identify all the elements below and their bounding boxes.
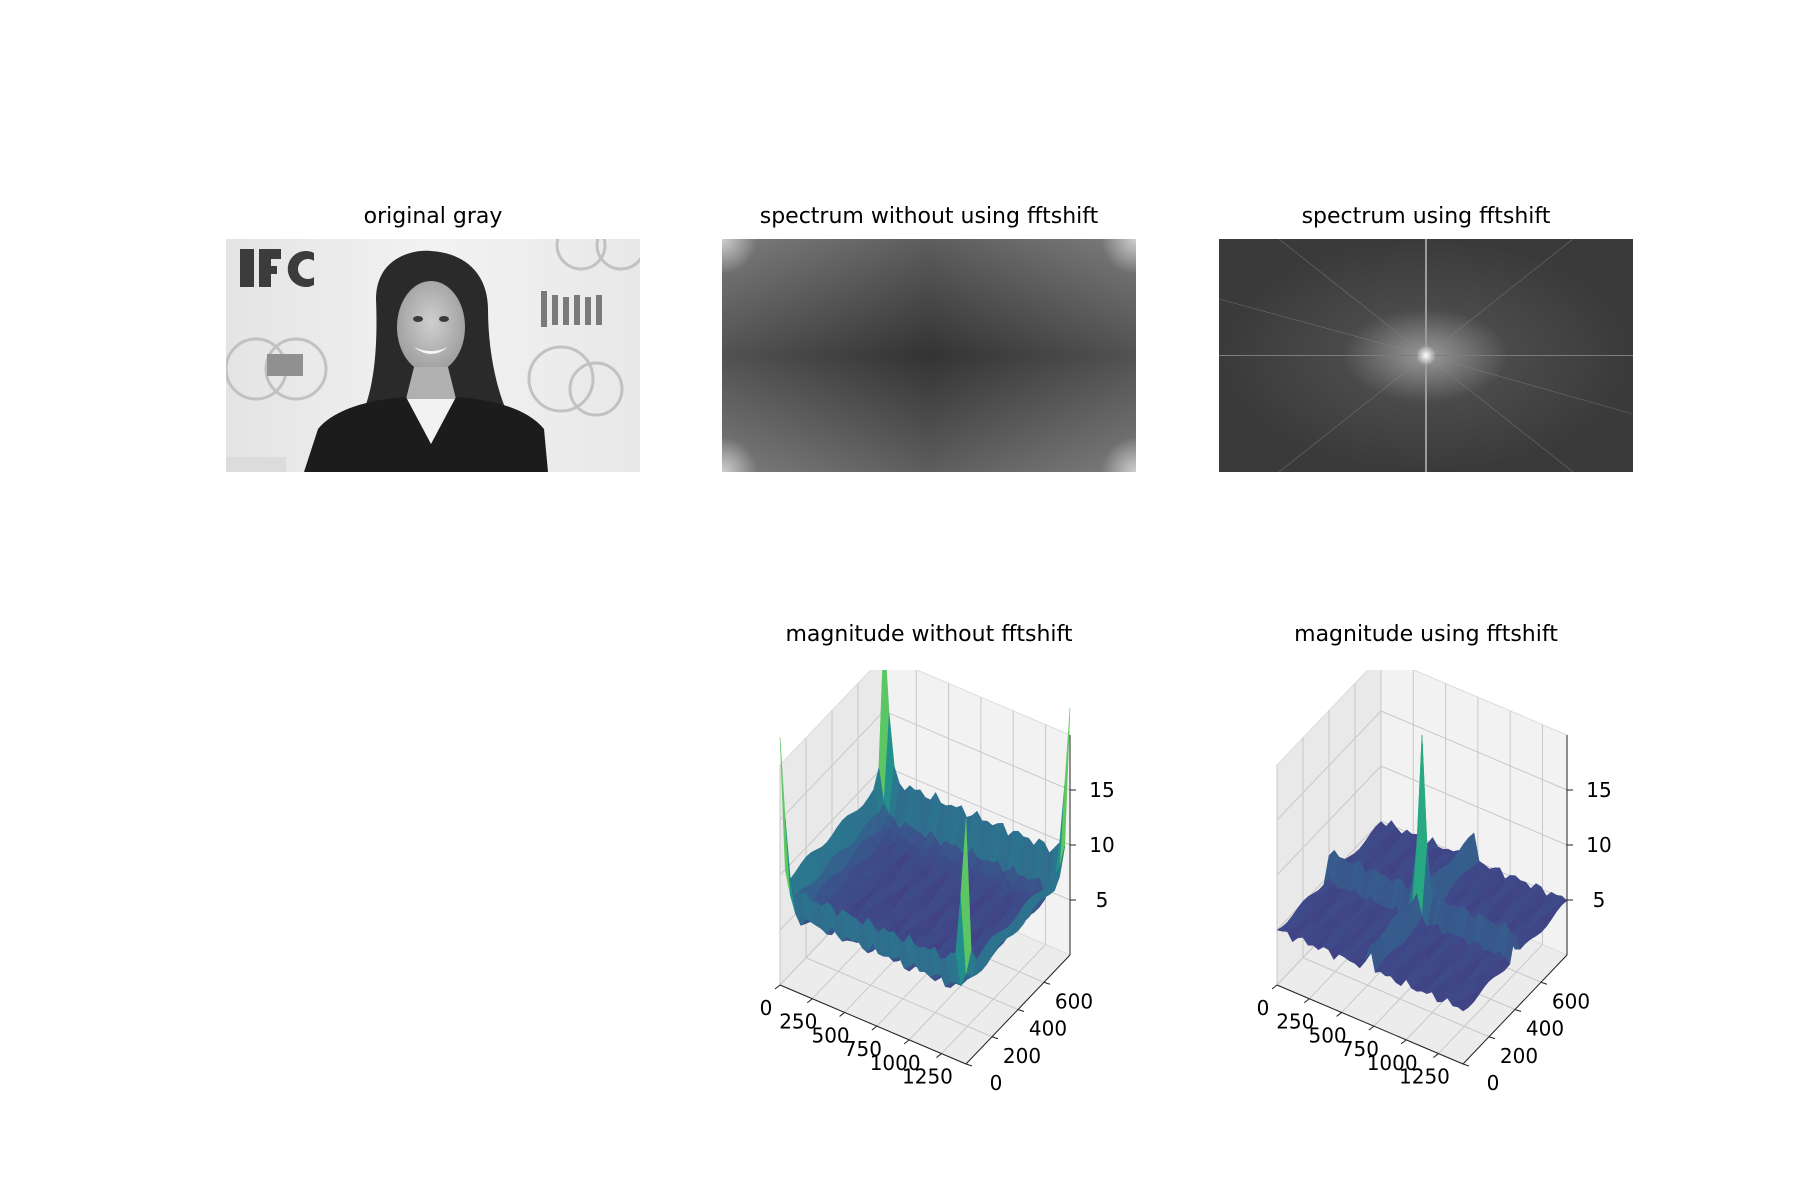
x-tick-with xyxy=(1400,1039,1407,1045)
y-tick-with xyxy=(1488,1036,1496,1040)
x-tick-label-without: 1250 xyxy=(902,1065,953,1089)
y-tick-label-with: 0 xyxy=(1487,1071,1500,1095)
x-tick-label-with: 1250 xyxy=(1399,1065,1450,1089)
y-tick-with xyxy=(1462,1063,1470,1067)
title-spectrum-using-fftshift: spectrum using fftshift xyxy=(1301,204,1551,229)
y-tick-label-without: 200 xyxy=(1003,1044,1041,1068)
gridline-z-with xyxy=(1276,765,1568,876)
x-tick-label-with: 0 xyxy=(1257,996,1270,1020)
title-original-gray: original gray xyxy=(363,204,503,229)
title-magnitude-without-fftshift: magnitude without fftshift xyxy=(785,622,1073,647)
y-tick-label-without: 400 xyxy=(1029,1017,1067,1041)
x-tick-label-with: 500 xyxy=(1308,1023,1346,1047)
x-tick-without xyxy=(839,1012,845,1017)
gridline-z-with xyxy=(1276,820,1568,931)
gridline-x-with xyxy=(1438,724,1543,1054)
spectrum-using-fftshift-image xyxy=(1219,239,1633,472)
x-tick-label-without: 0 xyxy=(760,996,773,1020)
y-tick-label-with: 200 xyxy=(1500,1044,1538,1068)
y-tick-label-with: 600 xyxy=(1552,989,1590,1013)
y-tick-label-with: 400 xyxy=(1526,1017,1564,1041)
x-tick-label-without: 500 xyxy=(811,1023,849,1047)
surface-without xyxy=(779,670,1071,988)
x-tick-without xyxy=(774,984,781,990)
z-tick-label-with: 15 xyxy=(1586,778,1611,802)
title-spectrum-without-fftshift: spectrum without using fftshift xyxy=(759,204,1099,229)
y-tick-without xyxy=(1043,981,1051,985)
x-tick-with xyxy=(1433,1053,1439,1058)
x-tick-without xyxy=(806,998,813,1004)
z-tick-label-without: 10 xyxy=(1089,833,1114,857)
surface-patch-without xyxy=(960,818,972,974)
y-tick-with xyxy=(1540,981,1548,985)
y-tick-label-without: 600 xyxy=(1055,989,1093,1013)
z-tick-label-without: 15 xyxy=(1089,778,1114,802)
x-tick-label-without: 750 xyxy=(844,1037,882,1061)
x-tick-label-with: 250 xyxy=(1276,1010,1314,1034)
y-tick-label-without: 0 xyxy=(990,1071,1003,1095)
spectrum-without-fftshift-image xyxy=(722,239,1136,472)
z-tick-label-with: 5 xyxy=(1593,888,1606,912)
x-tick-label-without: 1000 xyxy=(870,1051,921,1075)
x-tick-label-with: 1000 xyxy=(1367,1051,1418,1075)
x-axis-line-with xyxy=(1276,984,1464,1065)
gridline-x-without xyxy=(941,724,1046,1054)
gridline-z-with xyxy=(1276,710,1568,821)
title-magnitude-using-fftshift: magnitude using fftshift xyxy=(1294,622,1558,647)
x-tick-with xyxy=(1336,1012,1342,1017)
gridline-y-with xyxy=(1302,737,1490,1038)
x-tick-with xyxy=(1368,1025,1375,1031)
y-tick-without xyxy=(1017,1009,1025,1012)
y-tick-without xyxy=(991,1036,999,1040)
x-tick-without xyxy=(903,1039,910,1045)
original-gray-image xyxy=(226,239,640,472)
x-tick-label-without: 250 xyxy=(779,1010,817,1034)
gridline-y-without xyxy=(805,737,993,1038)
x-tick-label-with: 750 xyxy=(1341,1037,1379,1061)
z-tick-label-with: 10 xyxy=(1586,833,1611,857)
y-tick-without xyxy=(965,1063,973,1067)
x-axis-line-without xyxy=(779,984,967,1065)
x-tick-with xyxy=(1303,998,1310,1004)
surface-with xyxy=(1276,735,1568,1012)
z-tick-label-without: 5 xyxy=(1096,888,1109,912)
y-tick-with xyxy=(1514,1009,1522,1012)
x-tick-without xyxy=(871,1025,878,1031)
x-tick-without xyxy=(936,1053,942,1058)
x-tick-with xyxy=(1271,984,1278,990)
surface-patch-with xyxy=(1457,1000,1469,1012)
